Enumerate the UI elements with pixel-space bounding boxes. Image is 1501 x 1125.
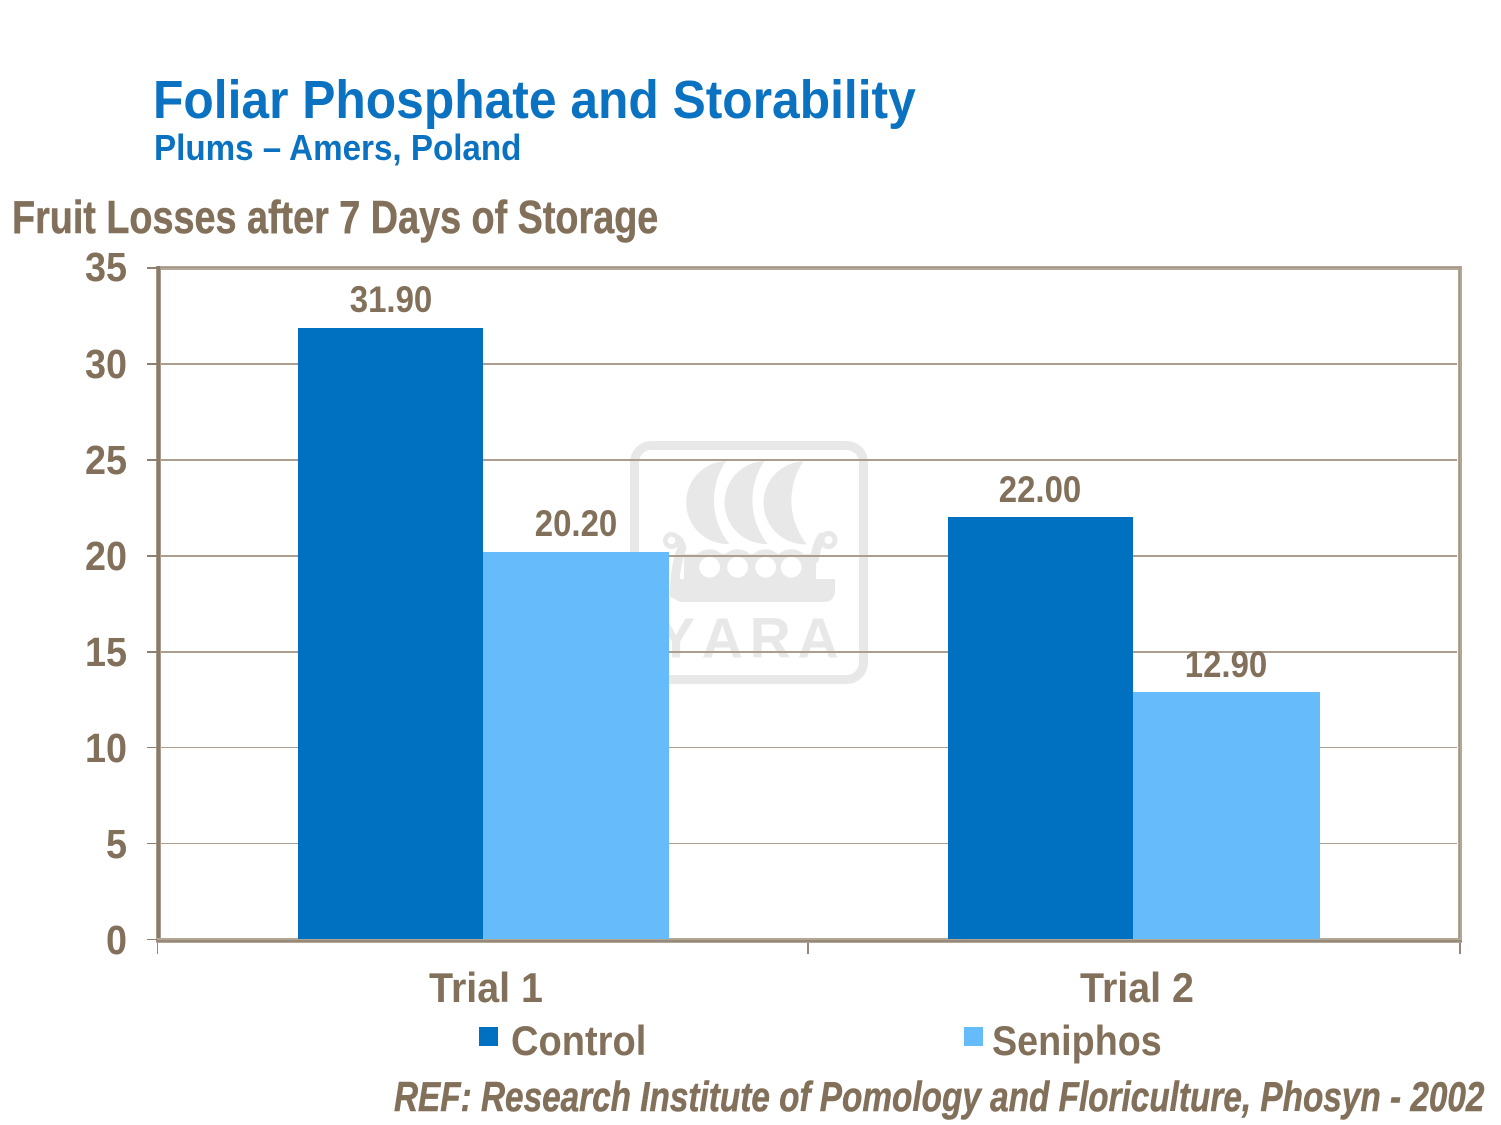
svg-text:YARA: YARA (657, 606, 839, 670)
